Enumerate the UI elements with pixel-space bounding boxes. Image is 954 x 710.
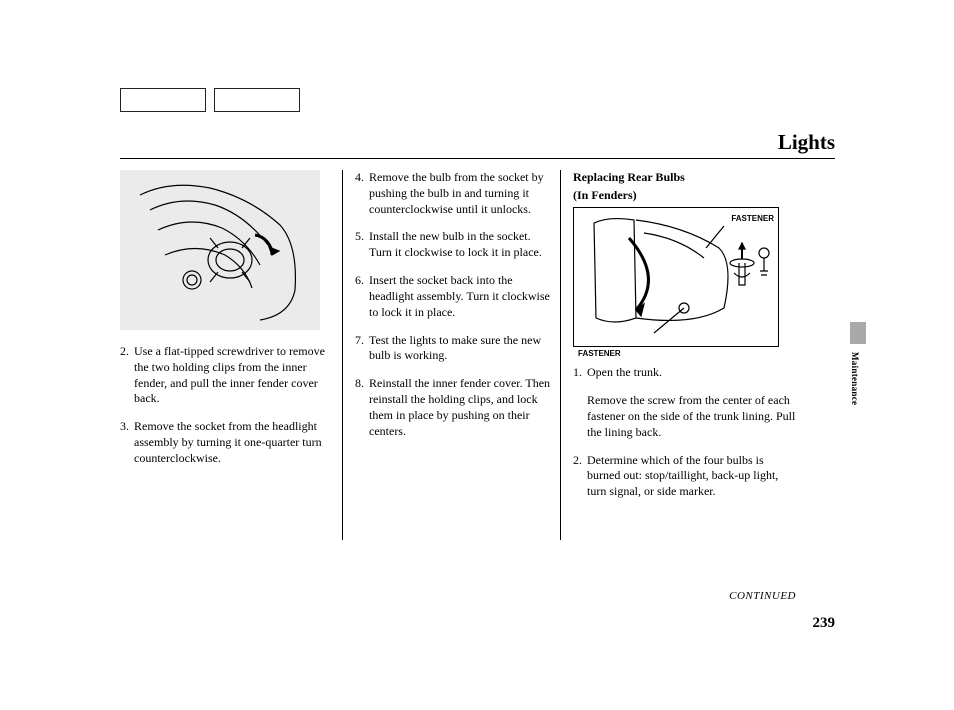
step-2: 2. Use a flat-tipped screwdriver to remo… bbox=[120, 344, 332, 407]
title-rule bbox=[120, 158, 835, 159]
continued-label: CONTINUED bbox=[729, 590, 796, 602]
paragraph-remove-screw: Remove the screw from the center of each… bbox=[587, 393, 796, 440]
subheading-line1: Replacing Rear Bulbs bbox=[573, 170, 796, 186]
fastener-label-top: FASTENER bbox=[731, 214, 774, 223]
columns: 2. Use a flat-tipped screwdriver to remo… bbox=[120, 170, 796, 540]
step-text: Open the trunk. bbox=[587, 365, 796, 381]
step-number: 3. bbox=[120, 419, 134, 466]
step-4: 4. Remove the bulb from the socket by pu… bbox=[355, 170, 552, 217]
step-5: 5. Install the new bulb in the socket. T… bbox=[355, 229, 552, 261]
page-number: 239 bbox=[813, 615, 836, 632]
step-text: Use a flat-tipped screwdriver to remove … bbox=[134, 344, 332, 407]
step-number: 5. bbox=[355, 229, 369, 261]
step-number: 8. bbox=[355, 376, 369, 439]
section-tab bbox=[850, 322, 866, 344]
step-text: Test the lights to make sure the new bul… bbox=[369, 333, 552, 365]
headlight-drawing bbox=[120, 170, 320, 330]
trunk-drawing bbox=[574, 208, 780, 348]
step-text: Determine which of the four bulbs is bur… bbox=[587, 453, 796, 500]
step-text: Remove the bulb from the socket by pushi… bbox=[369, 170, 552, 217]
step-3: 3. Remove the socket from the headlight … bbox=[120, 419, 332, 466]
step-list-col2: 4. Remove the bulb from the socket by pu… bbox=[355, 170, 552, 440]
step-number: 7. bbox=[355, 333, 369, 365]
step-7: 7. Test the lights to make sure the new … bbox=[355, 333, 552, 365]
step-number: 2. bbox=[120, 344, 134, 407]
step-list-col3b: 2. Determine which of the four bulbs is … bbox=[573, 453, 796, 500]
step-text: Install the new bulb in the socket. Turn… bbox=[369, 229, 552, 261]
page-title: Lights bbox=[778, 130, 835, 155]
step-number: 4. bbox=[355, 170, 369, 217]
step-number: 2. bbox=[573, 453, 587, 500]
step-list-col1: 2. Use a flat-tipped screwdriver to remo… bbox=[120, 344, 332, 467]
step-1-rear: 1. Open the trunk. bbox=[573, 365, 796, 381]
page: Lights bbox=[110, 80, 850, 640]
column-3: Replacing Rear Bulbs (In Fenders) bbox=[560, 170, 796, 540]
step-text: Insert the socket back into the headligh… bbox=[369, 273, 552, 320]
step-list-col3: 1. Open the trunk. bbox=[573, 365, 796, 381]
step-2-rear: 2. Determine which of the four bulbs is … bbox=[573, 453, 796, 500]
subheading-line2: (In Fenders) bbox=[573, 188, 796, 204]
nav-button-2[interactable] bbox=[214, 88, 300, 112]
column-2: 4. Remove the bulb from the socket by pu… bbox=[342, 170, 560, 540]
step-text: Remove the socket from the headlight ass… bbox=[134, 419, 332, 466]
column-1: 2. Use a flat-tipped screwdriver to remo… bbox=[120, 170, 342, 540]
step-number: 6. bbox=[355, 273, 369, 320]
step-6: 6. Insert the socket back into the headl… bbox=[355, 273, 552, 320]
figure-trunk-fastener: FASTENER FASTENER bbox=[573, 207, 779, 347]
figure-headlight-socket bbox=[120, 170, 320, 330]
top-button-row bbox=[120, 88, 300, 112]
step-number: 1. bbox=[573, 365, 587, 381]
nav-button-1[interactable] bbox=[120, 88, 206, 112]
step-text: Reinstall the inner fender cover. Then r… bbox=[369, 376, 552, 439]
section-label: Maintenance bbox=[850, 352, 860, 405]
step-8: 8. Reinstall the inner fender cover. The… bbox=[355, 376, 552, 439]
fastener-label-bottom: FASTENER bbox=[578, 349, 621, 358]
